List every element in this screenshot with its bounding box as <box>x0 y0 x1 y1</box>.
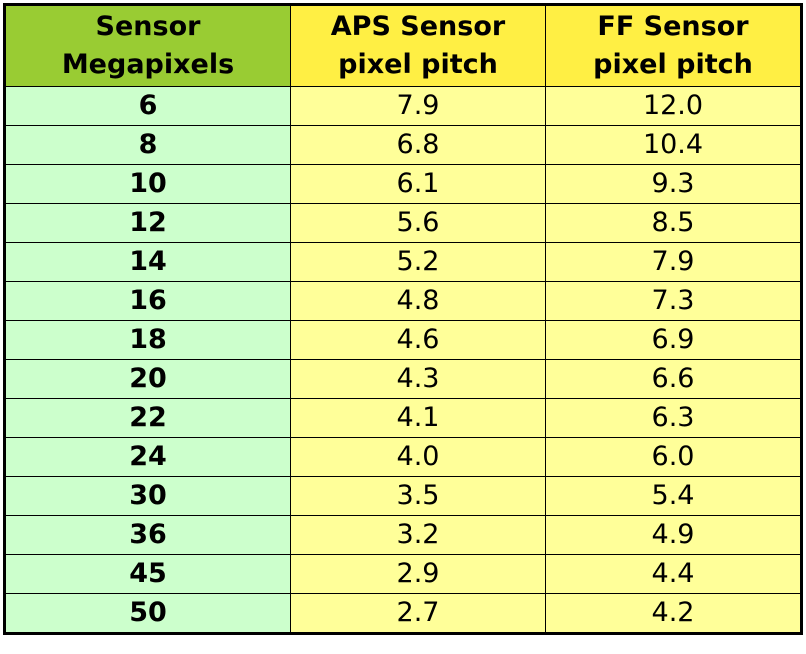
pitch-cell: 7.3 <box>545 281 802 321</box>
table-body: 6 7.9 12.0 8 6.8 10.4 10 6.1 9.3 12 5.6 8.5 14 5.2 7.9… <box>4 86 802 634</box>
table-row: 6 7.9 12.0 <box>4 86 802 126</box>
pitch-cell: 7.9 <box>545 242 802 282</box>
pitch-cell: 12.0 <box>545 86 802 126</box>
pitch-cell: 8.5 <box>545 203 802 243</box>
table-row: 30 3.5 5.4 <box>4 476 802 516</box>
table-row: 36 3.2 4.9 <box>4 515 802 555</box>
header-text: pixel pitch <box>338 49 498 80</box>
pitch-cell: 10.4 <box>545 125 802 165</box>
table-row: 20 4.3 6.6 <box>4 359 802 399</box>
pitch-cell: 5.2 <box>290 242 546 282</box>
pitch-cell: 4.2 <box>545 593 802 634</box>
pixel-pitch-table: Sensor Megapixels APS Sensor pixel pitch FF … <box>3 3 803 635</box>
megapixels-cell: 22 <box>4 398 291 438</box>
megapixels-cell: 6 <box>4 86 291 126</box>
megapixels-cell: 8 <box>4 125 291 165</box>
megapixels-cell: 50 <box>4 593 291 634</box>
megapixels-cell: 30 <box>4 476 291 516</box>
pitch-cell: 6.6 <box>545 359 802 399</box>
table-container: Sensor Megapixels APS Sensor pixel pitch FF … <box>3 3 803 635</box>
header-row: Sensor Megapixels APS Sensor pixel pitch FF … <box>4 4 802 87</box>
pitch-cell: 4.0 <box>290 437 546 477</box>
megapixels-cell: 20 <box>4 359 291 399</box>
table-row: 18 4.6 6.9 <box>4 320 802 360</box>
pitch-cell: 4.3 <box>290 359 546 399</box>
pitch-cell: 2.7 <box>290 593 546 634</box>
header-text: Sensor <box>95 11 201 42</box>
pitch-cell: 4.1 <box>290 398 546 438</box>
megapixels-cell: 36 <box>4 515 291 555</box>
table-row: 24 4.0 6.0 <box>4 437 802 477</box>
pitch-cell: 6.8 <box>290 125 546 165</box>
pitch-cell: 4.9 <box>545 515 802 555</box>
pitch-cell: 9.3 <box>545 164 802 204</box>
pitch-cell: 6.0 <box>545 437 802 477</box>
megapixels-cell: 10 <box>4 164 291 204</box>
pitch-cell: 5.4 <box>545 476 802 516</box>
megapixels-cell: 18 <box>4 320 291 360</box>
pitch-cell: 6.9 <box>545 320 802 360</box>
header-text: APS Sensor <box>330 11 506 42</box>
table-row: 50 2.7 4.2 <box>4 593 802 634</box>
megapixels-cell: 45 <box>4 554 291 594</box>
header-text: Megapixels <box>61 49 235 80</box>
pitch-cell: 5.6 <box>290 203 546 243</box>
megapixels-cell: 24 <box>4 437 291 477</box>
megapixels-cell: 12 <box>4 203 291 243</box>
pitch-cell: 3.2 <box>290 515 546 555</box>
header-text: FF Sensor <box>597 11 749 42</box>
pitch-cell: 6.1 <box>290 164 546 204</box>
table-row: 8 6.8 10.4 <box>4 125 802 165</box>
header-cell: APS Sensor pixel pitch <box>290 4 546 87</box>
pitch-cell: 4.6 <box>290 320 546 360</box>
megapixels-cell: 14 <box>4 242 291 282</box>
pitch-cell: 4.4 <box>545 554 802 594</box>
table-row: 12 5.6 8.5 <box>4 203 802 243</box>
table-row: 16 4.8 7.3 <box>4 281 802 321</box>
pitch-cell: 6.3 <box>545 398 802 438</box>
pitch-cell: 3.5 <box>290 476 546 516</box>
table-row: 45 2.9 4.4 <box>4 554 802 594</box>
header-text: pixel pitch <box>593 49 753 80</box>
table-row: 22 4.1 6.3 <box>4 398 802 438</box>
header-cell: Sensor Megapixels <box>4 4 291 87</box>
pitch-cell: 7.9 <box>290 86 546 126</box>
pitch-cell: 4.8 <box>290 281 546 321</box>
table-row: 10 6.1 9.3 <box>4 164 802 204</box>
table-row: 14 5.2 7.9 <box>4 242 802 282</box>
pitch-cell: 2.9 <box>290 554 546 594</box>
header-cell: FF Sensor pixel pitch <box>545 4 802 87</box>
megapixels-cell: 16 <box>4 281 291 321</box>
